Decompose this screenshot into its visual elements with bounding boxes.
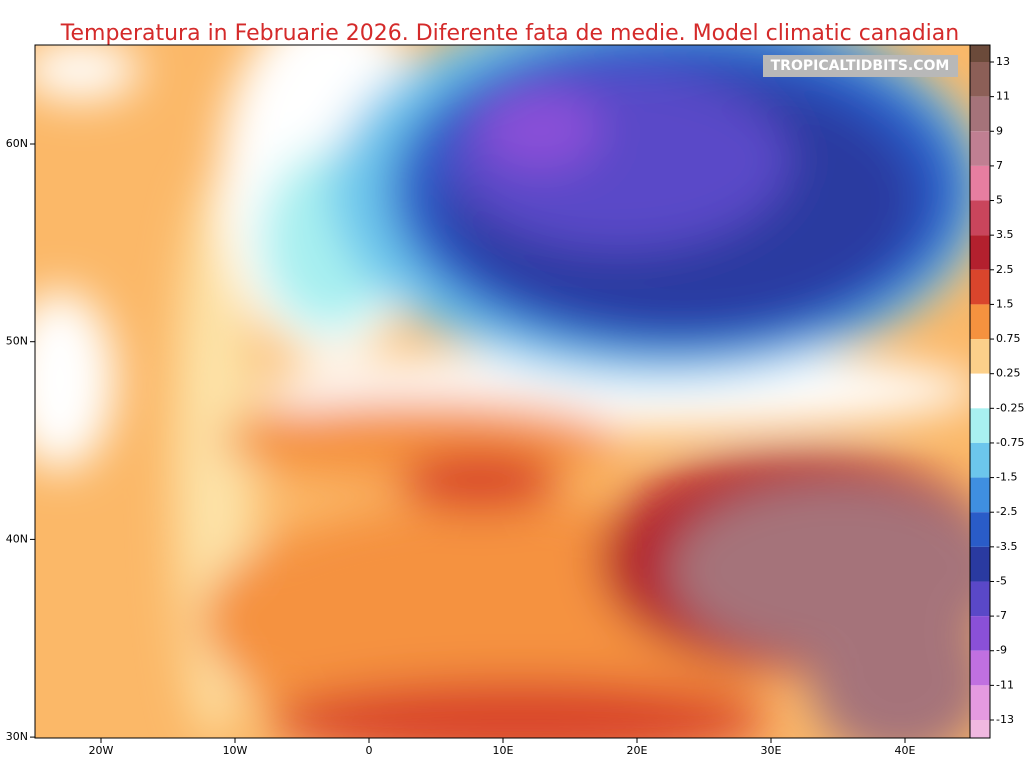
lon-label: 20E: [627, 744, 648, 757]
colorbar-segment: [970, 408, 990, 443]
colorbar-segment: [970, 581, 990, 617]
lon-label: 20W: [89, 744, 114, 757]
colorbar-label: 1.5: [996, 297, 1014, 310]
colorbar-segment: [970, 373, 990, 409]
lon-label: 10E: [493, 744, 514, 757]
colorbar-segment: [970, 131, 990, 166]
lat-label: 60N: [6, 137, 28, 150]
colorbar-frame: [969, 44, 991, 739]
colorbar-segment: [970, 235, 990, 270]
colorbar-label: -7: [996, 609, 1007, 622]
temperature-field: [35, 45, 970, 738]
map-title: Temperatura in Februarie 2026. Diferente…: [60, 21, 959, 46]
colorbar-label: 11: [996, 90, 1010, 103]
colorbar-segment: [970, 616, 990, 651]
colorbar-segment: [970, 685, 990, 720]
lon-label: 0: [366, 744, 373, 757]
colorbar-segment: [970, 650, 990, 686]
axes: 60N 50N 40N 30N 20W 10W 0 10E 20E 30E 40E: [6, 137, 916, 757]
colorbar-segment: [970, 304, 990, 340]
colorbar-label: -13: [996, 713, 1014, 726]
colorbar-label: 0.25: [996, 367, 1021, 380]
colorbar-segment: [970, 442, 990, 478]
colorbar-segment: [970, 165, 990, 201]
colorbar-segment: [970, 339, 990, 374]
colorbar-label: -0.75: [996, 436, 1024, 449]
colorbar-segment: [970, 512, 990, 547]
colorbar-label: -1.5: [996, 471, 1017, 484]
lat-label: 50N: [6, 335, 28, 348]
colorbar-label: -3.5: [996, 540, 1017, 553]
lat-label: 30N: [6, 730, 28, 743]
colorbar-segment: [970, 269, 990, 305]
colorbar-label: -11: [996, 678, 1014, 691]
colorbar: 13 11 9 7 5 3.5 2.5 1.5 0.75 0.25 -0.25 -0.75 -1.5 -2…: [969, 44, 1024, 739]
watermark: TROPICALTIDBITS.COM: [771, 58, 950, 74]
colorbar-label: -0.25: [996, 401, 1024, 414]
watermark-box: [763, 55, 958, 77]
colorbar-label: 5: [996, 194, 1003, 207]
colorbar-label: -2.5: [996, 505, 1017, 518]
colorbar-label: 9: [996, 124, 1003, 137]
lon-label: 10W: [223, 744, 248, 757]
colorbar-segment: [970, 200, 990, 236]
colorbar-segment: [970, 720, 990, 738]
colorbar-label: 2.5: [996, 263, 1014, 276]
colorbar-label: 3.5: [996, 228, 1014, 241]
colorbar-segment: [970, 477, 990, 513]
colorbar-segment: [970, 62, 990, 97]
lon-label: 30E: [761, 744, 782, 757]
colorbar-label: -5: [996, 574, 1007, 587]
colorbar-segment: [970, 45, 990, 62]
colorbar-segment: [970, 546, 990, 582]
colorbar-segment: [970, 96, 990, 132]
lat-label: 40N: [6, 532, 28, 545]
colorbar-label: 13: [996, 55, 1010, 68]
lon-label: 40E: [895, 744, 916, 757]
colorbar-label: -9: [996, 644, 1007, 657]
colorbar-label: 7: [996, 159, 1003, 172]
colorbar-label: 0.75: [996, 332, 1021, 345]
